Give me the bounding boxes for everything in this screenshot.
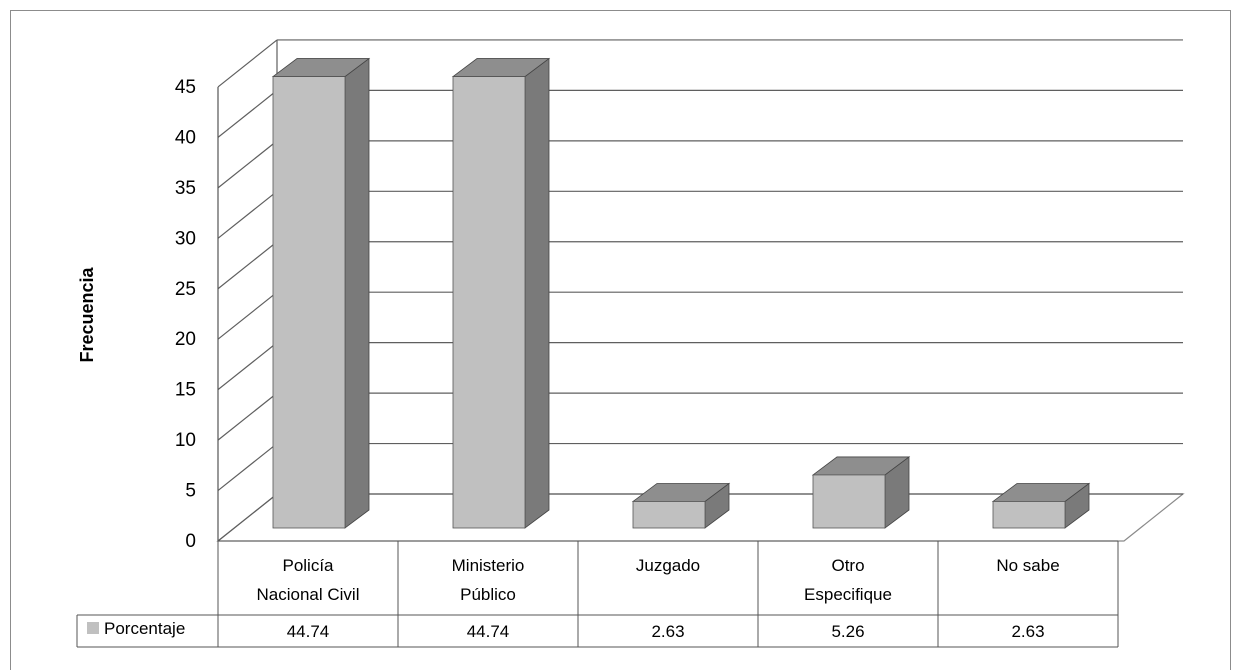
y-tick-label-0: 0 <box>185 531 196 552</box>
y-tick-label-5: 5 <box>185 481 196 502</box>
y-tick-label-45: 45 <box>175 77 196 98</box>
data-table-value-1: 44.74 <box>467 622 510 641</box>
wall-diagonal-0 <box>217 493 278 542</box>
y-tick-label-15: 15 <box>175 380 196 401</box>
category-label-0-0: Policía <box>282 556 334 575</box>
bar-4 <box>991 482 1091 529</box>
bar-front-1 <box>452 76 526 529</box>
bar-side-1 <box>524 57 550 529</box>
data-table-value-2: 2.63 <box>651 622 684 641</box>
category-label-0-1: Nacional Civil <box>257 585 360 604</box>
y-tick-label-40: 40 <box>175 127 196 148</box>
bar-1 <box>451 57 551 529</box>
bar-2 <box>631 482 731 529</box>
wall-diagonal-5 <box>217 443 278 492</box>
y-tick-label-10: 10 <box>175 430 196 451</box>
data-table-value-4: 2.63 <box>1011 622 1044 641</box>
category-label-4-0: No sabe <box>996 556 1059 575</box>
data-table-value-0: 44.74 <box>287 622 330 641</box>
y-tick-label-20: 20 <box>175 329 196 350</box>
y-tick-label-35: 35 <box>175 178 196 199</box>
bar-front-3 <box>812 474 886 529</box>
category-label-3-0: Otro <box>831 556 864 575</box>
bar-3 <box>811 456 911 529</box>
bar-front-2 <box>632 501 706 529</box>
wall-diagonal-45 <box>217 39 278 88</box>
wall-diagonal-35 <box>217 140 278 189</box>
wall-diagonal-40 <box>217 89 278 138</box>
category-label-1-1: Público <box>460 585 516 604</box>
wall-diagonal-20 <box>217 291 278 340</box>
bar-front-4 <box>992 501 1066 529</box>
bar-side-0 <box>344 57 370 529</box>
legend-swatch-porcentaje <box>87 622 99 634</box>
wall-diagonal-10 <box>217 392 278 441</box>
legend-label: Porcentaje <box>104 619 185 638</box>
wall-diagonal-30 <box>217 190 278 239</box>
wall-diagonal-25 <box>217 241 278 290</box>
y-tick-label-30: 30 <box>175 228 196 249</box>
data-table-value-3: 5.26 <box>831 622 864 641</box>
chart-frame <box>10 10 1231 670</box>
bar-front-0 <box>272 76 346 529</box>
category-label-2-0: Juzgado <box>636 556 700 575</box>
y-tick-label-25: 25 <box>175 279 196 300</box>
y-axis-title: Frecuencia <box>77 266 97 362</box>
bar-0 <box>271 57 371 529</box>
category-label-1-0: Ministerio <box>452 556 525 575</box>
wall-diagonal-15 <box>217 342 278 391</box>
category-label-3-1: Especifique <box>804 585 892 604</box>
